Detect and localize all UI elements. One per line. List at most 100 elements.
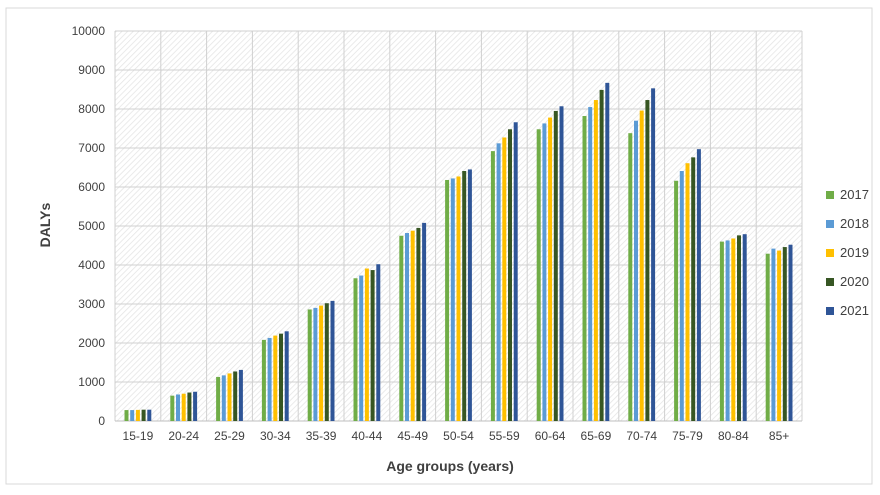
bar-2019-15-19 xyxy=(136,410,140,421)
y-tick-label: 9000 xyxy=(78,63,105,77)
bar-2019-80-84 xyxy=(731,238,735,421)
x-tick-label: 80-84 xyxy=(718,429,749,443)
legend-label-2019: 2019 xyxy=(840,245,869,260)
bar-2020-40-44 xyxy=(371,270,375,421)
bar-2021-30-34 xyxy=(285,331,289,421)
bar-2018-70-74 xyxy=(634,121,638,421)
bar-2019-85+ xyxy=(777,251,781,421)
x-tick-label: 85+ xyxy=(769,429,789,443)
bar-2017-15-19 xyxy=(125,410,129,421)
bar-2018-75-79 xyxy=(680,171,684,421)
x-tick-label: 20-24 xyxy=(168,429,199,443)
bar-2017-75-79 xyxy=(674,181,678,421)
bar-2018-15-19 xyxy=(130,410,134,421)
bar-2019-30-34 xyxy=(273,336,277,421)
x-tick-label: 50-54 xyxy=(443,429,474,443)
bar-2018-80-84 xyxy=(726,240,730,421)
bar-2019-20-24 xyxy=(182,394,186,421)
bar-2018-35-39 xyxy=(313,308,317,421)
bar-2019-55-59 xyxy=(502,137,506,421)
bar-2021-65-69 xyxy=(605,83,609,421)
x-tick-label: 55-59 xyxy=(489,429,520,443)
bar-2017-40-44 xyxy=(354,278,358,421)
bar-2018-20-24 xyxy=(176,394,180,421)
x-tick-label: 60-64 xyxy=(535,429,566,443)
x-tick-label: 65-69 xyxy=(581,429,612,443)
bar-2017-65-69 xyxy=(583,116,587,421)
bar-2017-25-29 xyxy=(216,377,220,421)
bar-2020-35-39 xyxy=(325,303,329,421)
legend-swatch-2021 xyxy=(826,307,834,315)
bar-2017-20-24 xyxy=(170,396,174,421)
x-axis-ticks: 15-19 20-24 25-29 30-34 35-39 40-44 45-49 50-54… xyxy=(123,429,790,443)
legend-swatch-2019 xyxy=(826,249,834,257)
bar-2021-45-49 xyxy=(422,223,426,421)
bar-2020-45-49 xyxy=(416,228,420,421)
bar-2017-50-54 xyxy=(445,180,449,421)
bar-2019-75-79 xyxy=(686,163,690,421)
bar-2021-55-59 xyxy=(514,122,518,421)
x-tick-label: 45-49 xyxy=(397,429,428,443)
y-tick-label: 1000 xyxy=(78,375,105,389)
bar-2021-40-44 xyxy=(376,264,380,421)
y-axis-label: DALYs xyxy=(37,202,53,247)
y-tick-label: 10000 xyxy=(72,24,106,38)
bar-2019-60-64 xyxy=(548,118,552,421)
bar-2020-20-24 xyxy=(187,393,191,421)
y-tick-label: 8000 xyxy=(78,102,105,116)
bar-2017-30-34 xyxy=(262,340,266,421)
bar-2018-65-69 xyxy=(588,107,592,421)
legend-swatch-2020 xyxy=(826,278,834,286)
y-tick-label: 5000 xyxy=(78,219,105,233)
bar-2018-60-64 xyxy=(542,123,546,421)
bar-2019-50-54 xyxy=(457,176,461,421)
bar-2020-50-54 xyxy=(462,171,466,421)
bar-2020-70-74 xyxy=(645,100,649,421)
bar-2021-60-64 xyxy=(560,106,564,421)
bar-2020-85+ xyxy=(783,247,787,421)
bar-2017-55-59 xyxy=(491,151,495,421)
bar-2020-15-19 xyxy=(142,410,146,421)
bar-2021-20-24 xyxy=(193,392,197,421)
x-tick-label: 75-79 xyxy=(672,429,703,443)
x-tick-label: 30-34 xyxy=(260,429,291,443)
bar-2018-45-49 xyxy=(405,233,409,421)
legend-label-2018: 2018 xyxy=(840,216,869,231)
y-tick-label: 3000 xyxy=(78,297,105,311)
bar-2020-65-69 xyxy=(600,90,604,421)
x-tick-label: 35-39 xyxy=(306,429,337,443)
bar-2019-25-29 xyxy=(228,373,232,421)
bar-2018-50-54 xyxy=(451,178,455,421)
bar-2021-15-19 xyxy=(147,410,151,421)
y-tick-label: 0 xyxy=(98,414,105,428)
bar-2019-40-44 xyxy=(365,269,369,421)
legend-label-2021: 2021 xyxy=(840,303,869,318)
y-tick-label: 6000 xyxy=(78,180,105,194)
bar-2018-30-34 xyxy=(268,338,272,421)
bar-2017-80-84 xyxy=(720,242,724,421)
bar-2019-35-39 xyxy=(319,306,323,421)
bar-2017-35-39 xyxy=(308,309,312,421)
y-tick-label: 4000 xyxy=(78,258,105,272)
bar-2020-30-34 xyxy=(279,334,283,421)
bar-2020-80-84 xyxy=(737,235,741,421)
legend-label-2020: 2020 xyxy=(840,274,869,289)
bar-2019-70-74 xyxy=(640,111,644,421)
bar-2019-45-49 xyxy=(411,231,415,421)
bar-2018-55-59 xyxy=(497,143,501,421)
bar-2021-25-29 xyxy=(239,370,243,421)
legend-label-2017: 2017 xyxy=(840,187,869,202)
y-tick-label: 7000 xyxy=(78,141,105,155)
bar-2019-65-69 xyxy=(594,100,598,421)
legend-swatch-2017 xyxy=(826,191,834,199)
bar-2021-70-74 xyxy=(651,88,655,421)
bar-2018-25-29 xyxy=(222,375,226,421)
y-tick-label: 2000 xyxy=(78,336,105,350)
x-tick-label: 70-74 xyxy=(626,429,657,443)
bar-2021-75-79 xyxy=(697,149,701,421)
bar-2020-25-29 xyxy=(233,371,237,421)
x-tick-label: 25-29 xyxy=(214,429,245,443)
legend-swatch-2018 xyxy=(826,220,834,228)
